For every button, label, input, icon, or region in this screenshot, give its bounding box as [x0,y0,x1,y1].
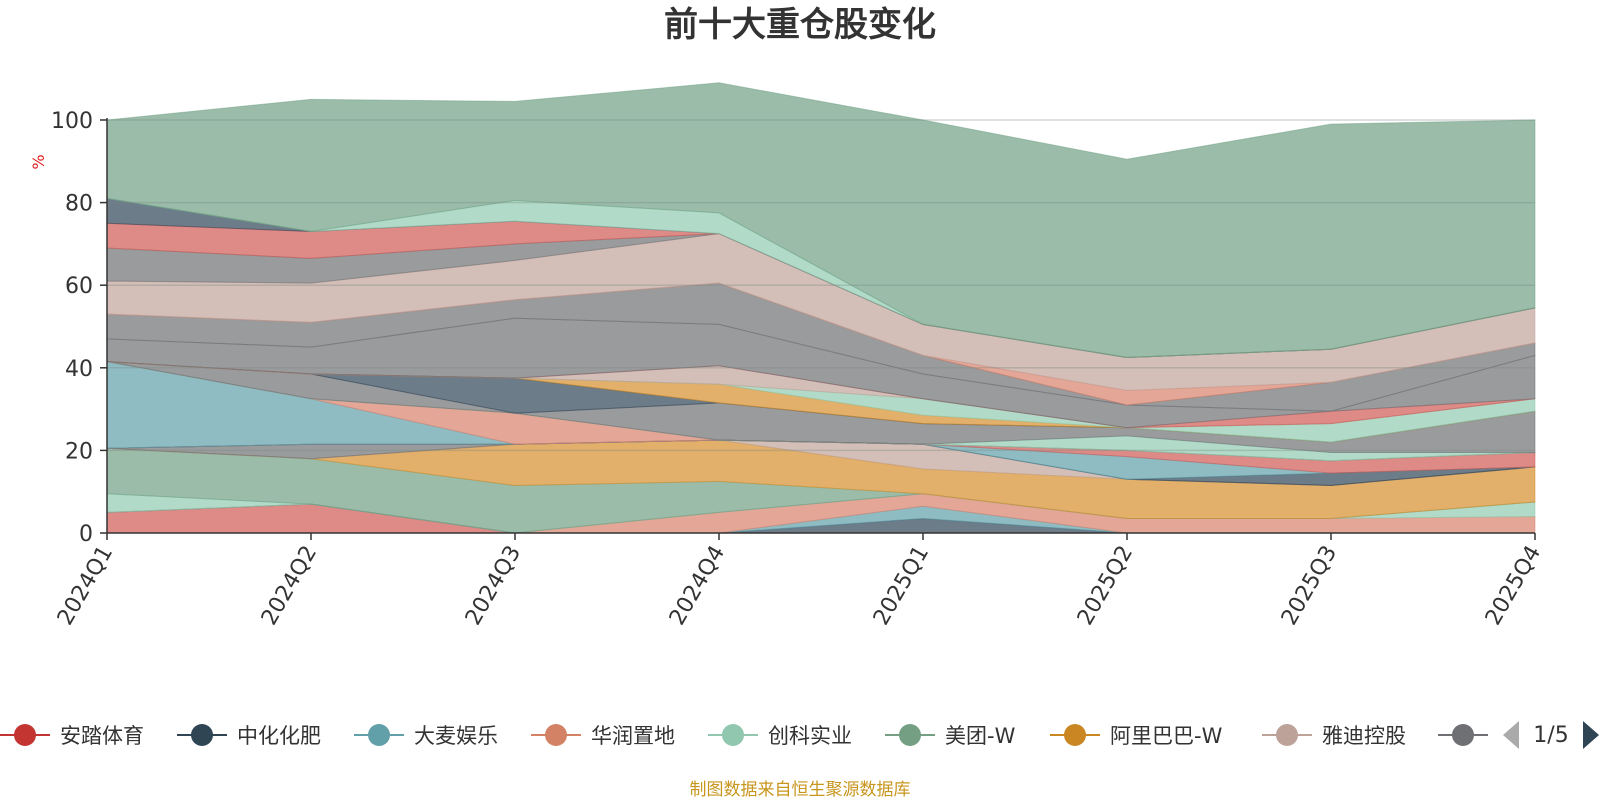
legend-label: 大麦娱乐 [414,724,498,748]
y-tick-label: 20 [65,439,93,464]
legend-item-4[interactable]: 创科实业 [708,724,852,748]
series-areas [106,82,1536,534]
y-tick-label: 60 [65,274,93,299]
x-tick-label: 2025Q3 [1277,542,1342,630]
legend-pager: 1/5 [1503,721,1599,749]
y-axis-unit: % [29,154,48,169]
chart-title: 前十大重仓股变化 [664,5,936,45]
data-source-note: 制图数据来自恒生聚源数据库 [690,780,911,800]
legend-item-6[interactable]: 阿里巴巴-W [1050,724,1223,748]
legend-item-2[interactable]: 大麦娱乐 [354,724,498,748]
x-axis-ticks: 2024Q1 2024Q2 2024Q3 2024Q4 2025Q1 2025Q2 2025… [53,533,1546,630]
legend-label: 安踏体育 [60,724,144,748]
y-axis-ticks: 0 20 40 60 80 100 [51,109,107,547]
legend-label: 创科实业 [768,724,852,748]
x-tick-label: 2024Q2 [257,542,322,630]
legend-marker-icon [1064,724,1086,746]
legend-marker-icon [191,724,213,746]
legend-item-0[interactable]: 安踏体育 [0,724,144,748]
x-tick-label: 2024Q3 [461,542,526,630]
legend-marker-icon [722,724,744,746]
legend-label: 阿里巴巴-W [1110,724,1223,748]
legend-marker-icon [1452,724,1474,746]
legend-marker-icon [545,724,567,746]
pager-prev-icon[interactable] [1503,721,1519,749]
legend-marker-icon [14,724,36,746]
gridlines [107,119,1535,452]
y-tick-label: 100 [51,109,93,134]
legend-item-1[interactable]: 中化化肥 [177,724,321,748]
legend-marker-icon [899,724,921,746]
legend: 安踏体育 中化化肥 大麦娱乐 华润置地 创科实业 美团-W 阿里巴巴-W 雅迪控股 [0,724,1488,748]
x-tick-label: 2024Q1 [53,542,118,630]
legend-item-3[interactable]: 华润置地 [531,724,675,748]
x-tick-label: 2024Q4 [665,542,730,630]
y-tick-label: 40 [65,357,93,382]
x-tick-label: 2025Q1 [869,542,934,630]
y-tick-label: 0 [79,522,93,547]
x-tick-label: 2025Q4 [1481,542,1546,630]
legend-label: 华润置地 [591,724,675,748]
legend-marker-icon [368,724,390,746]
legend-item-5[interactable]: 美团-W [885,724,1016,748]
x-tick-label: 2025Q2 [1073,542,1138,630]
axes [106,118,1535,534]
legend-item-7[interactable]: 雅迪控股 [1262,724,1406,748]
legend-marker-icon [1276,724,1298,746]
legend-label: 中化化肥 [237,724,321,748]
legend-item-8[interactable] [1438,724,1488,746]
pager-next-icon[interactable] [1583,721,1599,749]
legend-label: 雅迪控股 [1322,724,1406,748]
y-tick-label: 80 [65,192,93,217]
pager-page-label: 1/5 [1533,723,1568,748]
area-series-30 [106,82,1536,359]
legend-label: 美团-W [945,724,1016,748]
